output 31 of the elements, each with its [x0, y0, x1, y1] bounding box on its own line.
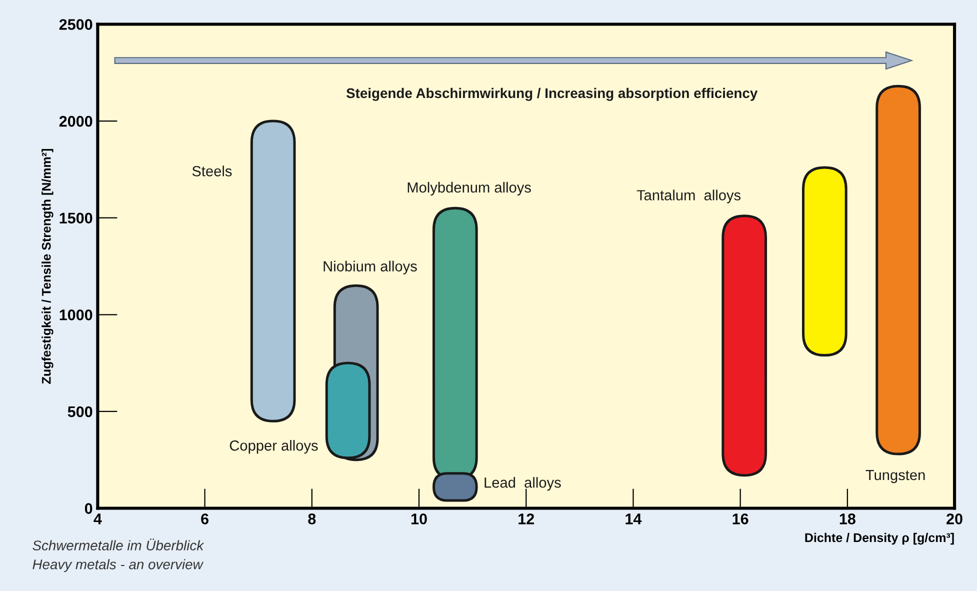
- series-label: Molybdenum alloys: [408, 182, 531, 196]
- y-axis-title: Zugfestigkeit / Tensile Strength [N/mm²]: [42, 148, 54, 384]
- series-label: Steels: [192, 166, 232, 176]
- series-label: Niobium alloys: [324, 260, 417, 274]
- text: Heavy metals - an overview: [32, 559, 204, 572]
- bar: [250, 120, 296, 422]
- y-tick-label: 2000: [59, 116, 92, 127]
- x-axis-title: Dichte / Density ρ [g/cm³]: [805, 532, 954, 545]
- x-tick-label: 6: [201, 514, 208, 524]
- y-tick-label: 0: [84, 503, 92, 514]
- y-tick-label: 500: [68, 406, 92, 418]
- x-tick-label: 20: [946, 514, 962, 524]
- series-label: Lead alloys: [484, 477, 561, 491]
- bar: [802, 166, 848, 357]
- x-tick-label: 18: [840, 514, 856, 524]
- x-tick-label: 8: [308, 514, 316, 524]
- bar: [876, 84, 921, 456]
- text: Schwermetalle im Überblick: [32, 538, 204, 550]
- series-label: Tantalum alloys: [636, 190, 741, 204]
- bar: [722, 214, 768, 477]
- y-tick-label: 2500: [59, 19, 92, 30]
- annotation: Steigende Abschirmwirkung / Increasing absorption efficiency: [346, 88, 758, 101]
- x-tick-label: 16: [732, 514, 748, 524]
- y-tick-label: 1500: [60, 212, 92, 224]
- y-tick-label: 1000: [60, 310, 92, 320]
- x-tick-label: 10: [411, 514, 427, 524]
- x-tick-label: 4: [94, 514, 102, 524]
- x-tick-label: 14: [626, 514, 642, 524]
- x-tick-label: 12: [518, 514, 534, 524]
- series-label: Tungsten: [866, 470, 925, 484]
- series-label: Copper alloys: [230, 440, 318, 454]
